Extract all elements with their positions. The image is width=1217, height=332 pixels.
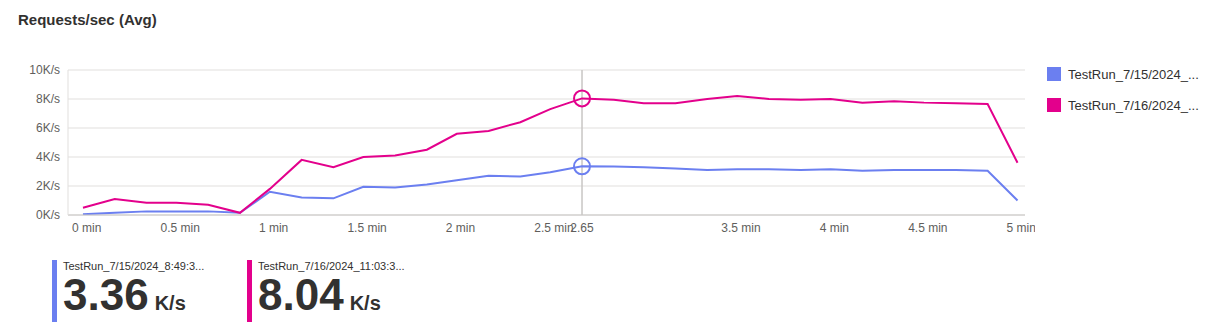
html-text:Requests/sec (Avg): Requests/sec (Avg) [18, 11, 157, 28]
html-text:K/s: K/s [154, 292, 186, 314]
svg-text:4.5 min: 4.5 min [908, 221, 947, 235]
svg-text:3.5 min: 3.5 min [721, 221, 760, 235]
svg-text:4 min: 4 min [820, 221, 849, 235]
html-text:TestRun_7/16/2024_11:03:3...: TestRun_7/16/2024_11:03:3... [258, 260, 405, 272]
svg-text:4K/s: 4K/s [36, 150, 60, 164]
svg-text:1 min: 1 min [259, 221, 288, 235]
svg-text:2.65: 2.65 [570, 221, 594, 235]
html-text:TestRun_7/15/2024_...: TestRun_7/15/2024_... [1068, 66, 1199, 82]
svg-text:1.5 min: 1.5 min [347, 221, 386, 235]
svg-text:6K/s: 6K/s [36, 121, 60, 135]
svg-text:0K/s: 0K/s [36, 208, 60, 222]
html-text:3.36: 3.36 [63, 270, 149, 319]
svg-text:2 min: 2 min [446, 221, 475, 235]
svg-text:2.5 min: 2.5 min [534, 221, 573, 235]
svg-text:2K/s: 2K/s [36, 179, 60, 193]
svg-text:8K/s: 8K/s [36, 92, 60, 106]
svg-text:5 min: 5 min [1007, 221, 1035, 235]
svg-text:0.5 min: 0.5 min [160, 221, 199, 235]
svg-text:10K/s: 10K/s [29, 63, 60, 77]
html-text:K/s: K/s [349, 292, 381, 314]
html-text:TestRun_7/15/2024_8:49:3...: TestRun_7/15/2024_8:49:3... [63, 260, 205, 272]
html-text:8.04: 8.04 [258, 270, 344, 319]
svg-text:0 min: 0 min [72, 221, 101, 235]
html-text:TestRun_7/16/2024_...: TestRun_7/16/2024_... [1068, 97, 1199, 113]
